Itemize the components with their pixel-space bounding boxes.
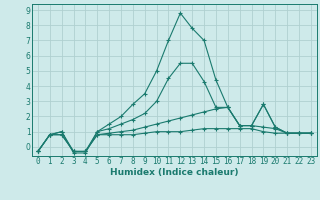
X-axis label: Humidex (Indice chaleur): Humidex (Indice chaleur) (110, 168, 239, 177)
